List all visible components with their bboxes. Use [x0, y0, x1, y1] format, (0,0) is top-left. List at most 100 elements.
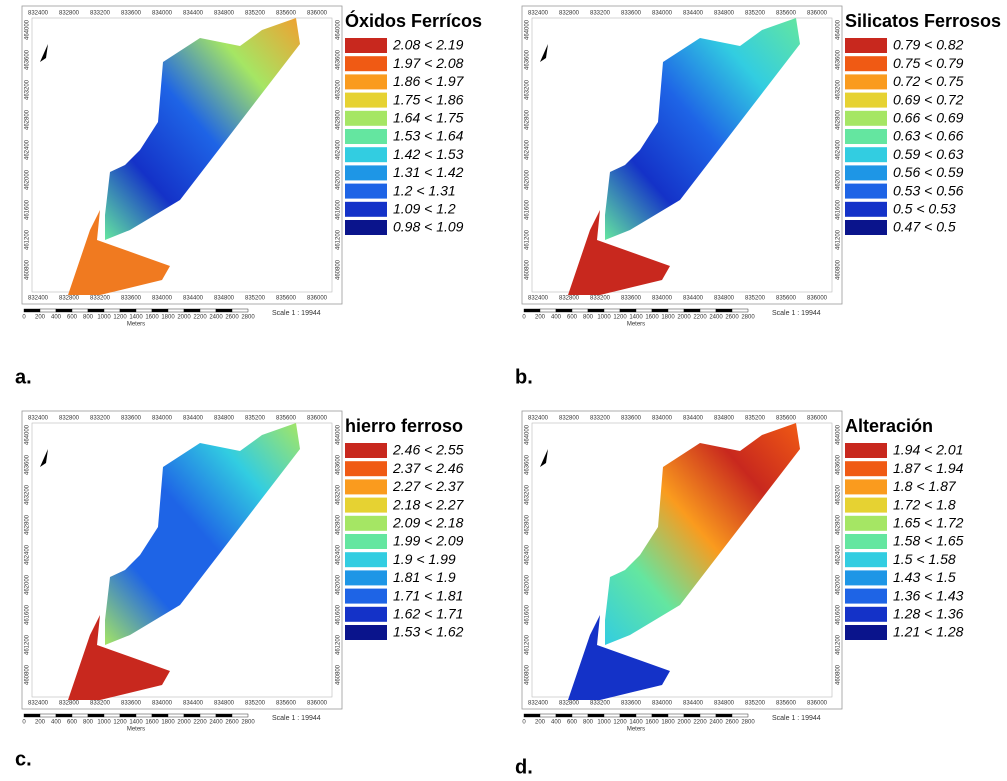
x-coord-label: 833200	[590, 701, 611, 707]
legend-swatch	[345, 74, 387, 90]
scale-bar-label: 1000	[597, 315, 611, 321]
legend-swatch	[345, 92, 387, 108]
y-coord-label: 462000	[336, 169, 342, 190]
x-coord-label: 833600	[121, 701, 142, 707]
scale-bar-label: 400	[551, 315, 562, 321]
y-coord-label: 463600	[25, 49, 31, 70]
legend-label: 0.69 < 0.72	[893, 91, 964, 107]
scale-bar-label: 1200	[113, 720, 127, 726]
scale-bar-label: 1400	[129, 315, 143, 321]
x-coord-label: 832800	[559, 11, 580, 17]
scale-bar-label: 2800	[241, 315, 255, 321]
y-coord-label: 460800	[836, 664, 842, 685]
legend-label: 1.94 < 2.01	[893, 442, 963, 458]
x-coord-label: 832800	[59, 416, 80, 422]
x-coord-label: 834400	[683, 296, 704, 302]
x-coord-label: 833200	[90, 701, 111, 707]
y-coord-label: 462800	[525, 109, 531, 130]
scale-bar-label: 800	[83, 720, 94, 726]
scale-bar-label: 2800	[241, 720, 255, 726]
scale-bar-label: 400	[51, 720, 62, 726]
legend-label: 0.47 < 0.5	[893, 219, 956, 235]
x-coord-label: 836000	[807, 701, 828, 707]
scale-bar-segment	[619, 713, 637, 718]
x-coord-label: 833200	[590, 296, 611, 302]
x-coord-label: 836000	[807, 11, 828, 17]
y-coord-label: 462400	[525, 139, 531, 160]
x-coord-label: 836000	[307, 296, 328, 302]
map-region	[605, 423, 800, 645]
legend-swatch	[345, 56, 387, 72]
scale-bar-segment	[135, 713, 153, 718]
scale-bar-label: 2800	[741, 315, 755, 321]
scale-unit: Meters	[127, 727, 145, 733]
x-coord-label: 833600	[121, 416, 142, 422]
map-panel: 832400 832400 832800 832800 833200 833200 8336…	[15, 410, 465, 770]
x-coord-label: 835200	[745, 701, 766, 707]
x-coord-label: 832800	[59, 701, 80, 707]
legend-label: 1.81 < 1.9	[393, 569, 456, 585]
legend-swatch	[845, 74, 887, 90]
x-coord-label: 832800	[59, 296, 80, 302]
scale-bar-label: 600	[67, 720, 78, 726]
y-coord-label: 460800	[525, 259, 531, 280]
scale-bar-label: 1600	[145, 720, 159, 726]
x-coord-label: 832800	[559, 701, 580, 707]
x-coord-label: 834800	[714, 296, 735, 302]
x-coord-label: 834800	[214, 701, 235, 707]
legend-label: 1.64 < 1.75	[393, 110, 464, 126]
scale-bar-segment	[667, 308, 685, 313]
y-coord-label: 460800	[25, 259, 31, 280]
scale-bar-label: 2400	[709, 720, 723, 726]
scale-bar-label: 2600	[725, 315, 739, 321]
x-coord-label: 832400	[528, 296, 549, 302]
scale-bar-segment	[151, 308, 169, 313]
legend-swatch	[845, 165, 887, 181]
scale-bar-label: 2200	[193, 720, 207, 726]
legend-label: 0.75 < 0.79	[893, 55, 964, 71]
legend-label: 0.66 < 0.69	[893, 110, 964, 126]
legend-swatch	[345, 570, 387, 586]
x-coord-label: 836000	[307, 11, 328, 17]
legend-swatch	[845, 129, 887, 144]
scale-bar-segment	[715, 713, 733, 718]
scale-bar-segment	[539, 713, 557, 718]
y-coord-label: 462000	[836, 574, 842, 595]
scale-bar-segment	[39, 713, 57, 718]
scale-ratio: Scale 1 : 19944	[272, 715, 321, 722]
map-panel: 832400 832400 832800 832800 833200 833200 8336…	[515, 410, 964, 778]
scale-bar-segment	[603, 713, 621, 718]
legend-label: 2.18 < 2.27	[392, 496, 465, 512]
map-region	[105, 18, 300, 240]
x-coord-label: 832800	[59, 11, 80, 17]
panel-label: d.	[515, 756, 533, 778]
x-coord-label: 834400	[683, 416, 704, 422]
x-coord-label: 834000	[152, 296, 173, 302]
scale-unit: Meters	[627, 727, 645, 733]
x-coord-label: 832400	[528, 416, 549, 422]
y-coord-label: 460800	[336, 664, 342, 685]
x-coord-label: 834400	[183, 701, 204, 707]
scale-bar-label: 2000	[177, 720, 191, 726]
map-inner-frame	[531, 17, 833, 293]
panel-label: b.	[515, 366, 533, 388]
legend-label: 1.31 < 1.42	[393, 164, 464, 180]
legend-label: 1.09 < 1.2	[393, 201, 456, 217]
scale-bar-segment	[651, 308, 669, 313]
scale-bar-label: 200	[35, 315, 46, 321]
legend-title: Óxidos Ferrícos	[345, 10, 482, 31]
x-coord-label: 834400	[183, 11, 204, 17]
legend-swatch	[845, 220, 887, 235]
scale-bar-label: 1000	[97, 720, 111, 726]
scale-bar-label: 2600	[225, 720, 239, 726]
y-coord-label: 461200	[836, 229, 842, 250]
scale-bar-label: 1800	[161, 315, 175, 321]
y-coord-label: 462800	[25, 514, 31, 535]
y-coord-label: 462000	[336, 574, 342, 595]
y-coord-label: 462800	[336, 109, 342, 130]
scale-bar-label: 2400	[209, 720, 223, 726]
x-coord-label: 833600	[621, 416, 642, 422]
legend-swatch	[345, 129, 387, 144]
legend-label: 1.99 < 2.09	[393, 533, 464, 549]
